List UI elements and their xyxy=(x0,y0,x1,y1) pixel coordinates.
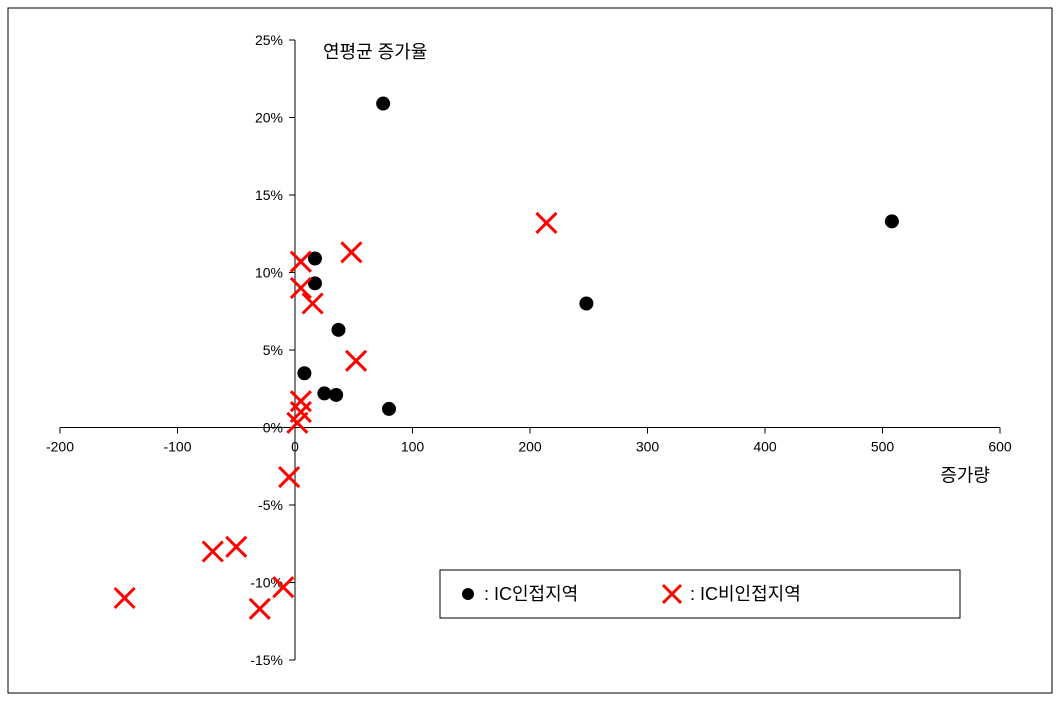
marker-dot-legend xyxy=(462,588,474,600)
marker-x-ic_non_adjacent-5 xyxy=(346,351,366,371)
y-tick-label: 20% xyxy=(255,110,283,126)
marker-dot-ic_adjacent-4 xyxy=(579,297,593,311)
marker-x-ic_non_adjacent-0 xyxy=(536,213,556,233)
chart-container: -200-1000100200300400500600-15%-10%-5%0%… xyxy=(0,0,1060,701)
y-tick-label: -5% xyxy=(258,497,283,513)
y-tick-label: 0% xyxy=(263,420,283,436)
x-tick-label: 600 xyxy=(988,439,1012,455)
marker-x-ic_non_adjacent-2 xyxy=(291,252,311,272)
marker-x-ic_non_adjacent-6 xyxy=(291,391,311,411)
marker-x-ic_non_adjacent-10 xyxy=(226,537,246,557)
y-tick-label: 15% xyxy=(255,187,283,203)
y-tick-label: 10% xyxy=(255,265,283,281)
marker-dot-ic_adjacent-1 xyxy=(885,214,899,228)
marker-dot-ic_adjacent-9 xyxy=(382,402,396,416)
y-tick-label: 25% xyxy=(255,32,283,48)
y-tick-label: -15% xyxy=(250,652,283,668)
marker-dot-ic_adjacent-5 xyxy=(331,323,345,337)
x-tick-label: 200 xyxy=(518,439,542,455)
x-tick-label: 0 xyxy=(291,439,299,455)
legend-label-ic-non-adjacent: : IC비인접지역 xyxy=(690,584,801,604)
marker-dot-ic_adjacent-0 xyxy=(376,97,390,111)
marker-x-ic_non_adjacent-1 xyxy=(341,242,361,262)
x-tick-label: -200 xyxy=(46,439,74,455)
x-tick-label: 400 xyxy=(753,439,777,455)
x-tick-label: -100 xyxy=(163,439,191,455)
y-axis-title: 연평균 증가율 xyxy=(323,42,427,62)
marker-x-ic_non_adjacent-4 xyxy=(303,294,323,314)
legend-label-ic-adjacent: : IC인접지역 xyxy=(484,584,578,604)
x-tick-label: 300 xyxy=(636,439,660,455)
marker-x-ic_non_adjacent-9 xyxy=(279,467,299,487)
marker-dot-ic_adjacent-6 xyxy=(297,366,311,380)
marker-x-ic_non_adjacent-13 xyxy=(115,588,135,608)
marker-x-ic_non_adjacent-11 xyxy=(203,542,223,562)
marker-dot-ic_adjacent-8 xyxy=(329,388,343,402)
marker-dot-ic_adjacent-7 xyxy=(317,386,331,400)
marker-x-ic_non_adjacent-3 xyxy=(291,278,311,298)
marker-x-legend xyxy=(663,585,681,603)
x-tick-label: 100 xyxy=(401,439,425,455)
y-tick-label: 5% xyxy=(263,342,283,358)
x-tick-label: 500 xyxy=(871,439,895,455)
scatter-chart: -200-1000100200300400500600-15%-10%-5%0%… xyxy=(0,0,1060,701)
x-axis-title: 증가량 xyxy=(940,466,990,486)
marker-x-ic_non_adjacent-14 xyxy=(250,599,270,619)
